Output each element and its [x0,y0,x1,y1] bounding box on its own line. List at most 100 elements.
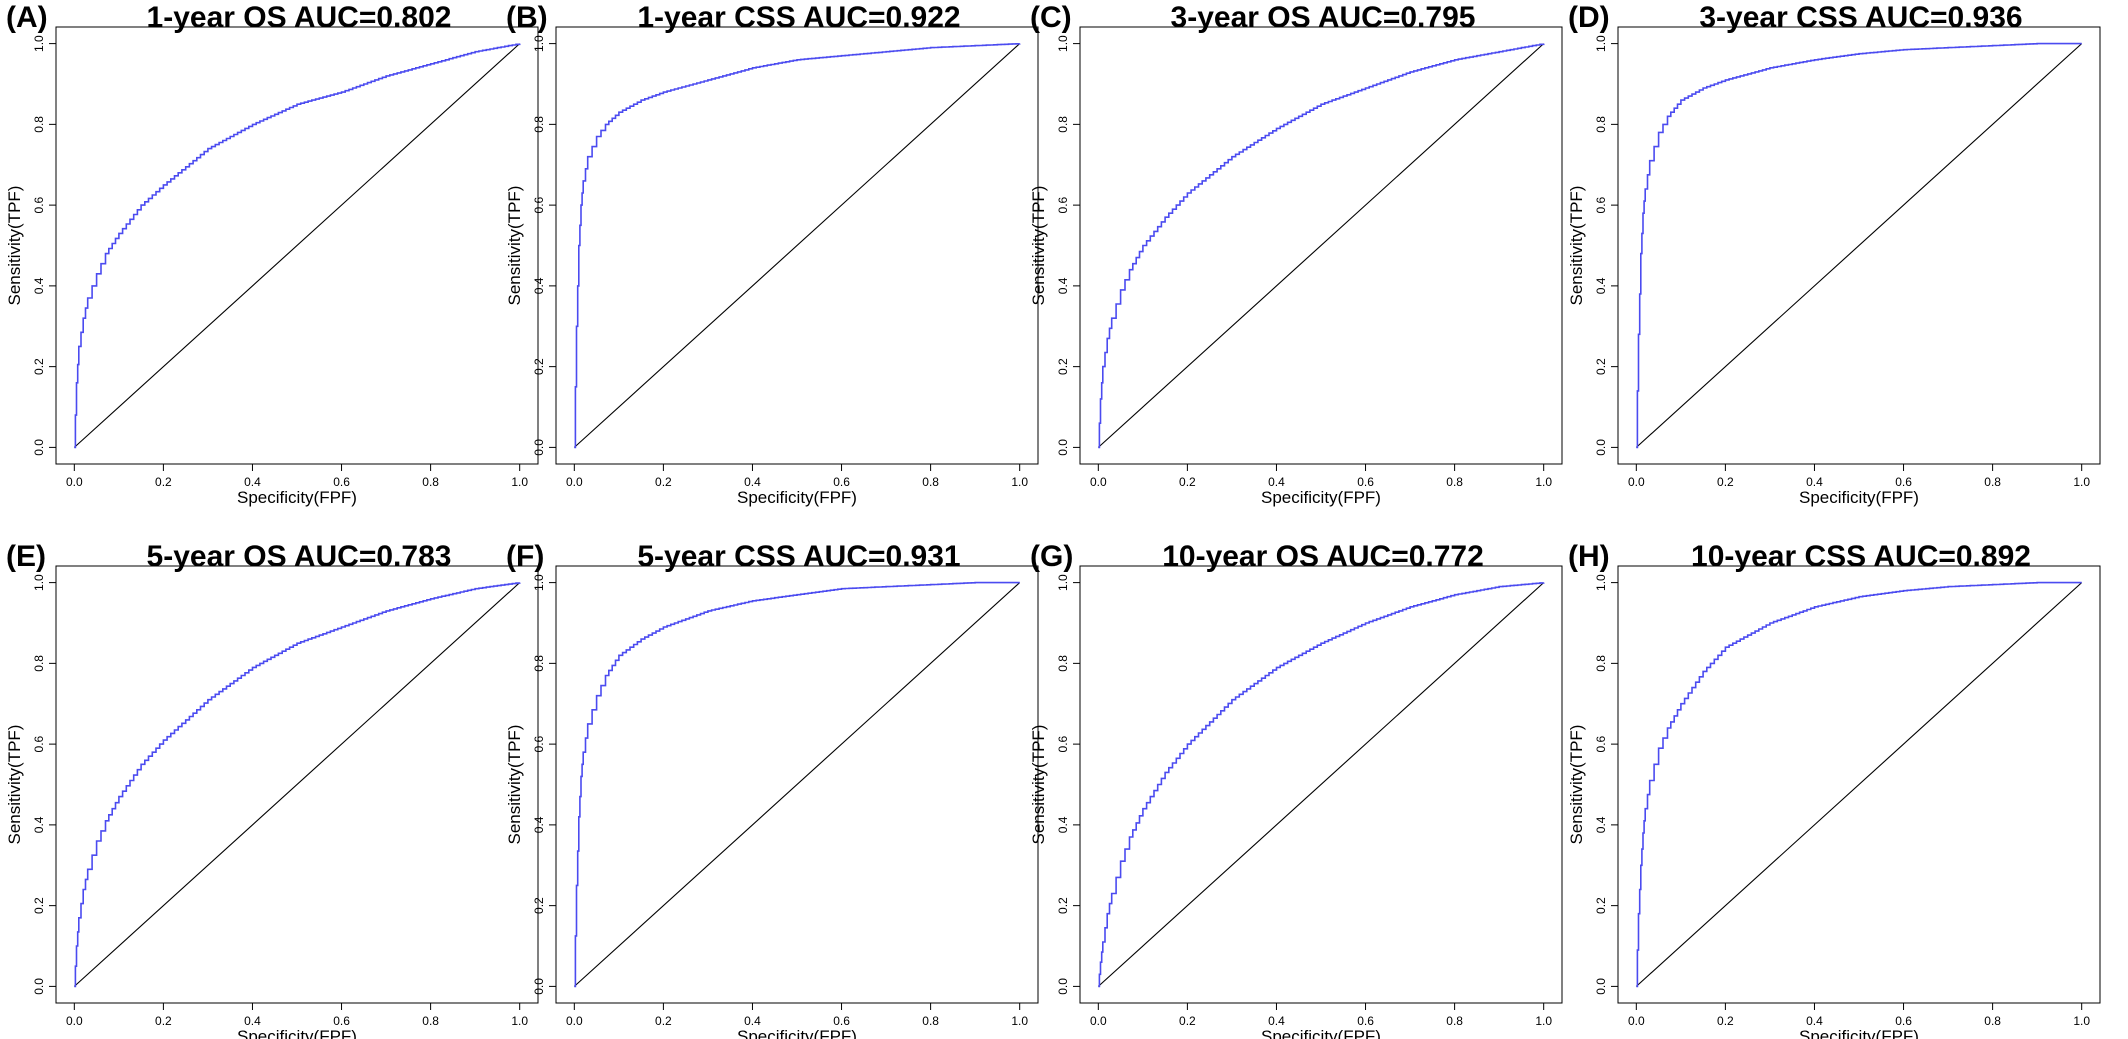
y-tick-label: 0.2 [1594,358,1608,375]
roc-curve [1098,43,1545,449]
x-axis-label: Specificity(FPF) [237,488,357,507]
y-tick-label: 0.0 [1594,439,1608,456]
plot-frame [55,26,539,465]
x-tick-label: 0.2 [1717,475,1734,489]
y-tick-label: 0.0 [1056,439,1070,456]
y-tick-label: 0.2 [532,897,546,914]
panel-letter: (B) [506,1,548,34]
y-tick-label: 0.6 [1594,196,1608,213]
x-tick-label: 0.2 [655,475,672,489]
y-tick-label: 1.0 [1056,35,1070,52]
chart-title: 3-year CSS AUC=0.936 [1699,1,2022,34]
x-tick-label: 0.4 [1268,475,1285,489]
reference-diagonal-line [73,43,521,448]
roc-curve [1636,42,2082,449]
y-axis-label: Sensitivity(TPF) [1567,725,1586,845]
y-tick-label: 1.0 [1594,35,1608,52]
y-tick-label: 0.8 [532,655,546,672]
y-tick-label: 0.8 [1594,116,1608,133]
chart-title: 10-year OS AUC=0.772 [1162,540,1484,573]
chart-title: 3-year OS AUC=0.795 [1171,1,1476,34]
plot-frame [555,565,1039,1004]
x-axis-label: Specificity(FPF) [1261,1027,1381,1039]
roc-curve [574,43,1021,449]
y-axis-label: Sensitivity(TPF) [1029,725,1048,845]
y-axis-label: Sensitivity(TPF) [505,725,524,845]
y-tick-label: 0.6 [1056,196,1070,213]
x-tick-label: 0.4 [744,1014,761,1028]
panel-letter: (E) [6,540,46,573]
chart-panel-d: (D) 3-year CSS AUC=0.936 0.0 0.2 0.4 0.6 0.8 1.… [1567,1,2101,507]
y-tick-label: 0.0 [1594,978,1608,995]
y-tick-label: 0.4 [1056,816,1070,833]
x-tick-label: 1.0 [1011,475,1028,489]
reference-diagonal-line [1635,43,2083,448]
x-tick-label: 0.4 [1806,1014,1823,1028]
y-tick-label: 0.0 [1056,978,1070,995]
y-tick-label: 0.0 [32,439,46,456]
y-tick-label: 0.0 [32,978,46,995]
plot-frame [1617,26,2101,465]
y-tick-label: 0.4 [32,816,46,833]
y-tick-label: 0.8 [32,655,46,672]
x-axis-label: Specificity(FPF) [737,488,857,507]
x-tick-label: 0.6 [333,475,350,489]
y-tick-label: 0.2 [32,897,46,914]
x-tick-label: 1.0 [2073,1014,2090,1028]
reference-diagonal-line [1635,582,2083,987]
x-tick-label: 0.2 [1179,1014,1196,1028]
plot-frame [555,26,1039,465]
x-tick-label: 1.0 [1535,475,1552,489]
x-tick-label: 0.8 [422,1014,439,1028]
x-tick-label: 0.4 [1806,475,1823,489]
x-tick-label: 0.6 [1357,475,1374,489]
x-tick-label: 0.6 [833,475,850,489]
reference-diagonal-line [1097,582,1545,987]
x-tick-label: 0.8 [1446,1014,1463,1028]
x-tick-label: 0.6 [1895,475,1912,489]
x-tick-label: 0.0 [566,1014,583,1028]
y-tick-label: 0.4 [1594,277,1608,294]
y-tick-label: 1.0 [1056,574,1070,591]
y-tick-label: 0.8 [1056,655,1070,672]
x-tick-label: 1.0 [511,1014,528,1028]
y-tick-label: 0.6 [1594,735,1608,752]
panel-letter: (G) [1030,540,1073,573]
y-tick-label: 0.2 [1594,897,1608,914]
chart-title: 1-year CSS AUC=0.922 [637,1,960,34]
roc-curve [1636,581,2082,988]
x-axis-label: Specificity(FPF) [1261,488,1381,507]
chart-title: 5-year CSS AUC=0.931 [637,540,960,573]
x-tick-label: 0.8 [422,475,439,489]
chart-title: 10-year CSS AUC=0.892 [1691,540,2031,573]
y-axis-label: Sensitivity(TPF) [5,186,24,306]
x-tick-label: 0.4 [1268,1014,1285,1028]
panel-letter: (A) [6,1,48,34]
x-tick-label: 1.0 [511,475,528,489]
y-tick-label: 0.2 [532,358,546,375]
y-tick-label: 0.6 [32,735,46,752]
reference-diagonal-line [573,43,1021,448]
panel-letter: (F) [506,540,544,573]
x-tick-label: 0.0 [1090,475,1107,489]
panel-letter: (C) [1030,1,1072,34]
x-tick-label: 0.2 [155,475,172,489]
x-tick-label: 0.8 [1446,475,1463,489]
x-tick-label: 0.0 [1628,475,1645,489]
x-tick-label: 0.6 [1357,1014,1374,1028]
chart-panel-g: (G) 10-year OS AUC=0.772 0.0 0.2 0.4 0.6 0.8 1.… [1029,540,1563,1039]
x-axis-label: Specificity(FPF) [737,1027,857,1039]
reference-diagonal-line [1097,43,1545,448]
y-tick-label: 0.0 [532,978,546,995]
chart-panel-h: (H) 10-year CSS AUC=0.892 0.0 0.2 0.4 0.6 0.8 1… [1567,540,2101,1039]
y-axis-label: Sensitivity(TPF) [1567,186,1586,306]
panel-letter: (H) [1568,540,1610,573]
plot-frame [1079,26,1563,465]
y-tick-label: 0.4 [532,277,546,294]
y-tick-label: 0.4 [32,277,46,294]
y-tick-label: 1.0 [532,574,546,591]
x-tick-label: 0.4 [244,1014,261,1028]
y-tick-label: 0.8 [1594,655,1608,672]
chart-title: 1-year OS AUC=0.802 [147,1,452,34]
